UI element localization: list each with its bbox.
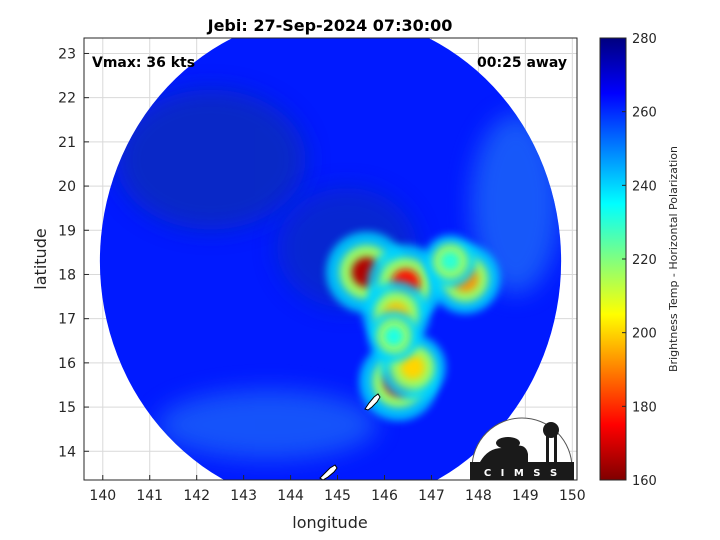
x-tick-label: 146: [371, 488, 398, 504]
y-axis-ticks: 14 15 16 17 18 19 20 21 22 23: [58, 46, 89, 460]
x-tick-label: 145: [324, 488, 351, 504]
convective-cells: [326, 231, 501, 421]
axes-box: [83, 37, 578, 481]
logo-dish-icon: [480, 444, 528, 462]
logo-tower-icon: [554, 434, 557, 464]
warm-region: [157, 389, 378, 460]
y-tick-label: 20: [58, 179, 76, 195]
logo-dish-icon: [496, 437, 520, 449]
x-tick-label: 147: [418, 488, 445, 504]
islands: [319, 393, 381, 481]
x-tick-label: 149: [512, 488, 539, 504]
x-tick-label: 141: [136, 488, 163, 504]
y-tick-label: 16: [58, 356, 76, 372]
x-tick-label: 142: [183, 488, 210, 504]
island-outline: [364, 393, 381, 411]
x-axis-label: longitude: [292, 513, 367, 532]
colorbar-label: Brightness Temp - Horizontal Polarizatio…: [667, 146, 680, 372]
time-away-annotation: 00:25 away: [477, 55, 567, 71]
y-tick-label: 15: [58, 400, 76, 416]
x-axis-ticks: 140 141 142 143 144 145 146 147 148 149 150: [89, 475, 586, 504]
y-tick-label: 23: [58, 46, 76, 62]
colorbar-tick-label: 240: [632, 179, 657, 194]
cell-core: [384, 326, 404, 346]
x-tick-label: 143: [230, 488, 257, 504]
x-tick-label: 150: [559, 488, 586, 504]
x-tick-label: 148: [465, 488, 492, 504]
colorbar-tick-label: 160: [632, 474, 657, 489]
x-tick-label: 140: [89, 488, 116, 504]
logo-tower-icon: [546, 434, 549, 464]
logo-tower-icon: [543, 422, 559, 438]
chart-title: Jebi: 27-Sep-2024 07:30:00: [207, 16, 453, 35]
vmax-annotation: Vmax: 36 kts: [92, 55, 195, 71]
cimss-logo: C I M S S: [470, 417, 574, 480]
cell-core: [440, 251, 460, 271]
cold-region: [115, 89, 306, 230]
swath-group: [99, 38, 562, 480]
island-outline: [319, 464, 338, 481]
warm-region: [470, 113, 561, 294]
swath-texture: [115, 89, 561, 460]
y-tick-label: 18: [58, 267, 76, 283]
logo-banner: [470, 462, 574, 480]
colorbar-tick-label: 200: [632, 327, 657, 342]
cell-core: [400, 355, 425, 380]
colorbar-tick-label: 260: [632, 106, 657, 121]
colorbar-tick-label: 180: [632, 400, 657, 415]
x-tick-label: 144: [277, 488, 304, 504]
colorbar-ticks: 160 180 200 220 240 260 280: [622, 32, 657, 489]
y-axis-label: latitude: [31, 228, 50, 289]
y-tick-label: 22: [58, 91, 76, 107]
colorbar-tick-label: 280: [632, 32, 657, 47]
y-tick-label: 14: [58, 444, 76, 460]
y-tick-label: 17: [58, 312, 76, 328]
logo-text: C I M S S: [484, 468, 560, 479]
colorbar-tick-label: 220: [632, 253, 657, 268]
y-tick-label: 19: [58, 223, 76, 239]
y-tick-label: 21: [58, 135, 76, 151]
